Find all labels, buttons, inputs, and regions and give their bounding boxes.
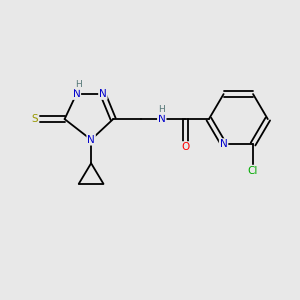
Text: N: N bbox=[158, 114, 166, 124]
Text: S: S bbox=[32, 114, 38, 124]
Text: H: H bbox=[158, 105, 165, 114]
Text: N: N bbox=[87, 135, 95, 145]
Text: H: H bbox=[75, 80, 82, 89]
Text: N: N bbox=[220, 139, 227, 149]
Text: Cl: Cl bbox=[248, 166, 258, 176]
Text: N: N bbox=[73, 89, 80, 99]
Text: O: O bbox=[181, 142, 190, 152]
Text: N: N bbox=[99, 89, 107, 99]
